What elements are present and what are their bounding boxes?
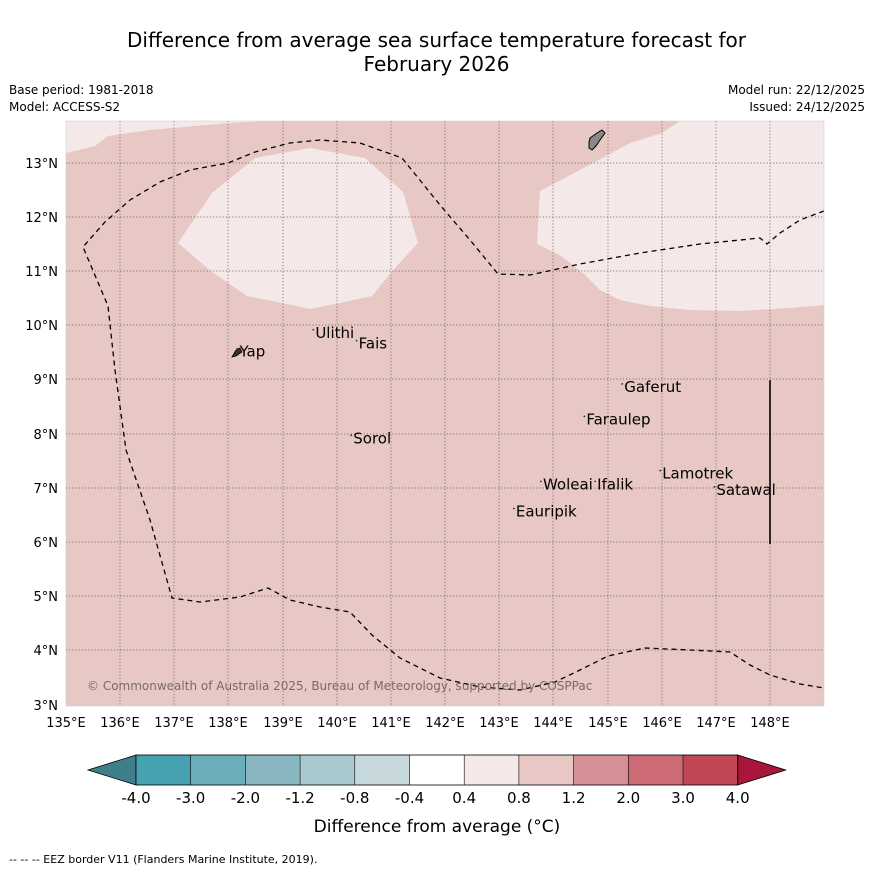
colorbar-segment — [573, 755, 629, 785]
colorbar-tick-label: 0.8 — [507, 789, 531, 807]
place-marker — [350, 434, 353, 437]
lat-label: 7°N — [34, 482, 59, 497]
place-label-ifalik: Ifalik — [597, 475, 633, 493]
meta-left: Base period: 1981-2018 Model: ACCESS-S2 — [9, 82, 154, 116]
yap-island — [231, 347, 243, 358]
lon-label: 144°E — [533, 716, 573, 731]
place-labels: Yap Ulithi Fais Gaferut Faraulep Sorol Woleai I… — [236, 324, 776, 520]
lat-label: 12°N — [25, 211, 58, 226]
lat-label: 10°N — [25, 319, 58, 334]
colorbar-tick-label: -0.8 — [340, 789, 369, 807]
lon-label: 145°E — [588, 716, 628, 731]
graticule — [66, 121, 824, 706]
map-area: Yap Ulithi Fais Gaferut Faraulep Sorol Woleai I… — [66, 121, 824, 706]
map-title-line2: February 2026 — [363, 52, 510, 76]
place-marker — [713, 485, 716, 488]
longitude-axis: 135°E 136°E 137°E 138°E 139°E 140°E 141°… — [46, 716, 790, 731]
lon-label: 137°E — [154, 716, 194, 731]
colorbar-tick-label: -3.0 — [176, 789, 205, 807]
map-title-line1: Difference from average sea surface temp… — [126, 28, 746, 52]
copyright-text: © Commonwealth of Australia 2025, Bureau… — [87, 679, 592, 693]
place-label-woleai: Woleai — [543, 475, 593, 493]
lon-label: 140°E — [317, 716, 357, 731]
lat-label: 9°N — [34, 373, 59, 388]
lon-label: 146°E — [642, 716, 682, 731]
base-period: Base period: 1981-2018 — [9, 83, 154, 97]
colorbar-segment — [354, 755, 410, 785]
place-label-sorol: Sorol — [353, 429, 391, 447]
colorbar-tick-label: 3.0 — [671, 789, 695, 807]
place-marker — [621, 383, 624, 385]
anomaly-patch-north-edge — [66, 121, 270, 153]
meta-right: Model run: 22/12/2025 Issued: 24/12/2025 — [728, 82, 865, 116]
colorbar-tick-label: -2.0 — [231, 789, 260, 807]
colorbar-segment — [409, 755, 465, 785]
eez-border — [82, 139, 824, 691]
issued-date: Issued: 24/12/2025 — [749, 100, 865, 114]
place-label-lamotrek: Lamotrek — [662, 465, 733, 483]
lon-label: 135°E — [46, 716, 86, 731]
colorbar-segment — [245, 755, 301, 785]
lat-label: 13°N — [25, 157, 58, 172]
model-run: Model run: 22/12/2025 — [727, 83, 865, 97]
colorbar-tick-label: 4.0 — [726, 789, 750, 807]
map-title: Difference from average sea surface temp… — [0, 28, 873, 76]
place-marker — [512, 507, 515, 510]
lon-label: 138°E — [208, 716, 248, 731]
lat-label: 3°N — [34, 699, 59, 714]
colorbar-frame — [135, 754, 739, 786]
lon-label: 143°E — [479, 716, 519, 731]
anomaly-patch-west — [178, 148, 418, 309]
lon-label: 139°E — [263, 716, 303, 731]
colorbar-segment — [518, 755, 574, 785]
lon-label: 147°E — [696, 716, 736, 731]
place-marker — [659, 469, 662, 472]
colorbar-tick-label: 1.2 — [562, 789, 586, 807]
place-marker — [355, 339, 358, 342]
colorbar-segment — [464, 755, 519, 785]
place-label-eauripik: Eauripik — [516, 502, 577, 520]
lat-label: 5°N — [34, 590, 59, 605]
colorbar-extend-high — [737, 754, 788, 786]
lat-label: 6°N — [34, 536, 59, 551]
place-label-satawal: Satawal — [716, 481, 775, 499]
lon-label: 148°E — [750, 716, 790, 731]
colorbar-segment — [628, 755, 683, 785]
colorbar-extend-low — [86, 754, 137, 786]
latitude-axis: 13°N 12°N 11°N 10°N 9°N 8°N 7°N 6°N 5°N … — [25, 157, 58, 714]
colorbar-tick-label: -1.2 — [285, 789, 314, 807]
place-marker — [312, 328, 315, 331]
colorbar-segment — [136, 755, 191, 785]
colorbar-tick-label: -0.4 — [395, 789, 424, 807]
lat-label: 8°N — [34, 428, 59, 443]
colorbar-segment — [190, 755, 246, 785]
place-marker — [594, 480, 597, 483]
colorbar-tick-label: 0.4 — [452, 789, 476, 807]
lon-label: 142°E — [425, 716, 465, 731]
lat-label: 4°N — [34, 644, 59, 659]
lon-label: 141°E — [371, 716, 411, 731]
place-label-gaferut: Gaferut — [624, 378, 681, 396]
colorbar-tick-label: 2.0 — [616, 789, 640, 807]
place-label-yap: Yap — [238, 343, 265, 361]
place-marker — [583, 415, 586, 418]
eez-footnote: -- -- -- EEZ border V11 (Flanders Marine… — [9, 853, 318, 866]
lon-label: 136°E — [100, 716, 140, 731]
model-name: Model: ACCESS-S2 — [9, 100, 121, 114]
place-marker — [540, 480, 542, 483]
colorbar-segment — [683, 755, 738, 785]
anomaly-patch-east — [537, 121, 824, 311]
colorbar: -4.0 -3.0 -2.0 -1.2 -0.8 -0.4 0.4 0.8 1.2 2.0 3.0 4… — [86, 754, 788, 807]
lat-label: 11°N — [25, 265, 58, 280]
place-label-faraulep: Faraulep — [586, 410, 650, 428]
place-label-ulithi: Ulithi — [315, 324, 354, 342]
colorbar-tick-label: -4.0 — [121, 789, 150, 807]
colorbar-segment — [300, 755, 355, 785]
place-marker — [236, 347, 239, 350]
colorbar-title: Difference from average (°C) — [314, 817, 561, 837]
map-frame — [65, 120, 825, 707]
place-label-fais: Fais — [359, 335, 388, 353]
guam-island — [588, 129, 606, 151]
